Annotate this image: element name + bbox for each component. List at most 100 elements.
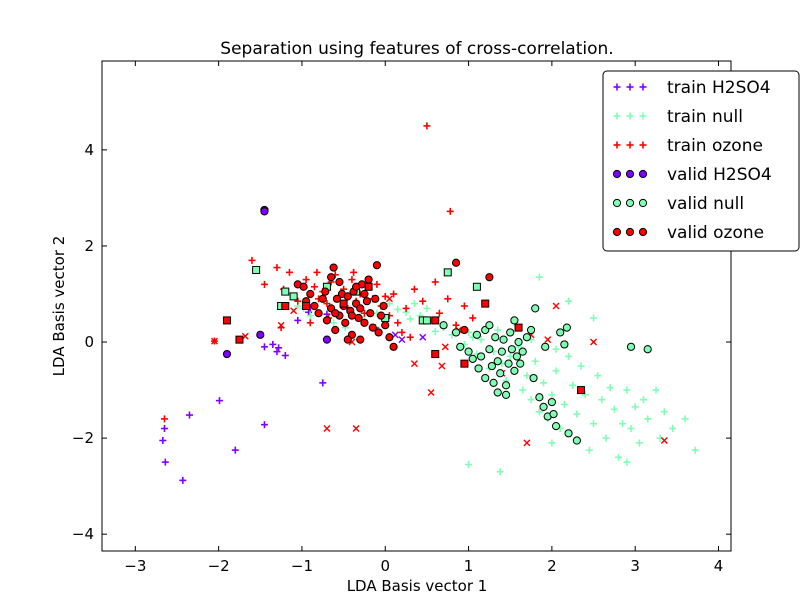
cross-point bbox=[323, 425, 331, 432]
plus-point bbox=[552, 345, 560, 353]
square-point bbox=[222, 316, 231, 325]
square-point bbox=[235, 335, 244, 344]
plus-point bbox=[231, 446, 239, 454]
square-point bbox=[289, 292, 298, 301]
plus-point bbox=[431, 278, 439, 286]
circle-point bbox=[389, 342, 398, 351]
circle-point bbox=[572, 436, 581, 445]
plus-point bbox=[548, 391, 556, 399]
plus-point bbox=[581, 391, 589, 399]
plus-point bbox=[577, 362, 585, 370]
circle-point bbox=[560, 340, 569, 349]
legend-plus-marker bbox=[639, 112, 647, 120]
plus-point bbox=[623, 458, 631, 466]
circle-point bbox=[493, 357, 502, 366]
circle-point bbox=[474, 364, 483, 373]
plus-point bbox=[373, 280, 381, 288]
plus-point bbox=[275, 344, 283, 352]
circle-point bbox=[451, 328, 461, 337]
y-tick-label: 0 bbox=[84, 333, 94, 351]
x-tick-label: 1 bbox=[464, 557, 474, 575]
plus-point bbox=[260, 421, 268, 429]
circle-point bbox=[504, 359, 513, 368]
circle-point bbox=[322, 316, 332, 325]
legend-circle-marker bbox=[612, 198, 622, 208]
circle-point bbox=[321, 287, 330, 296]
circle-point bbox=[501, 390, 511, 399]
plus-point bbox=[565, 297, 573, 305]
circle-point bbox=[385, 333, 394, 342]
plus-point bbox=[410, 300, 418, 308]
legend-circle-marker bbox=[625, 198, 635, 208]
plus-point bbox=[313, 268, 321, 276]
x-tick-label: 0 bbox=[380, 557, 390, 575]
legend-plus-marker bbox=[626, 141, 634, 149]
square-point bbox=[281, 302, 290, 310]
circle-point bbox=[526, 325, 536, 335]
plus-point bbox=[273, 348, 281, 356]
plus-point bbox=[477, 336, 485, 344]
legend-label-valid-null: valid null bbox=[667, 194, 744, 214]
plus-point bbox=[548, 439, 556, 447]
circle-point bbox=[476, 352, 486, 361]
x-axis-label: LDA Basis vector 1 bbox=[347, 577, 488, 595]
circle-point bbox=[535, 393, 544, 402]
circle-point bbox=[368, 323, 377, 332]
plus-point bbox=[681, 415, 689, 423]
circle-point bbox=[547, 397, 556, 407]
circle-point bbox=[256, 330, 265, 339]
plus-point bbox=[540, 379, 548, 387]
circle-point bbox=[516, 359, 525, 368]
circle-point bbox=[506, 328, 515, 337]
cross-point bbox=[523, 439, 531, 447]
plus-point bbox=[531, 357, 539, 365]
circle-point bbox=[472, 330, 482, 339]
circle-point bbox=[366, 309, 375, 318]
legend-label-train-null: train null bbox=[667, 107, 743, 127]
plus-point bbox=[350, 268, 358, 276]
circle-point bbox=[329, 263, 338, 272]
legend-label-valid-h2so4: valid H2SO4 bbox=[667, 165, 772, 185]
legend-plus-marker bbox=[613, 83, 621, 91]
plus-point bbox=[398, 328, 406, 336]
plus-point bbox=[460, 302, 468, 310]
square-point bbox=[514, 323, 523, 332]
circle-point bbox=[456, 342, 465, 351]
plus-point bbox=[573, 410, 581, 418]
circle-point bbox=[541, 342, 550, 351]
square-point bbox=[431, 350, 440, 359]
circle-point bbox=[501, 381, 511, 390]
legend: train H2SO4 train null train ozone valid… bbox=[602, 70, 800, 252]
circle-point bbox=[551, 421, 561, 431]
cross-point bbox=[590, 338, 598, 346]
cross-point bbox=[427, 388, 435, 396]
legend-label-train-h2so4: train H2SO4 bbox=[667, 78, 771, 98]
cross-point bbox=[552, 302, 560, 310]
circle-point bbox=[341, 318, 350, 327]
plus-point bbox=[306, 312, 314, 320]
circle-point bbox=[360, 318, 369, 327]
plus-point bbox=[419, 297, 427, 305]
circle-point bbox=[364, 275, 373, 284]
plus-point bbox=[323, 300, 331, 308]
circle-point bbox=[379, 301, 388, 311]
y-tick-label: 4 bbox=[84, 141, 94, 159]
legend-plus-marker bbox=[639, 141, 647, 149]
circle-point bbox=[514, 337, 523, 347]
circle-point bbox=[335, 277, 344, 287]
circle-point bbox=[222, 349, 232, 359]
circle-point bbox=[347, 311, 357, 320]
plus-point bbox=[465, 461, 473, 469]
cross-point bbox=[419, 333, 427, 341]
plus-point bbox=[602, 434, 610, 442]
plus-point bbox=[302, 276, 310, 284]
circle-point bbox=[327, 273, 336, 282]
circle-point bbox=[318, 294, 327, 303]
plus-point bbox=[410, 285, 418, 293]
circle-point bbox=[460, 325, 469, 335]
plus-point bbox=[248, 256, 256, 264]
data-points-layer bbox=[159, 122, 699, 484]
circle-point bbox=[510, 316, 519, 325]
cross-point bbox=[352, 425, 360, 432]
y-tick-label: −4 bbox=[72, 525, 94, 543]
